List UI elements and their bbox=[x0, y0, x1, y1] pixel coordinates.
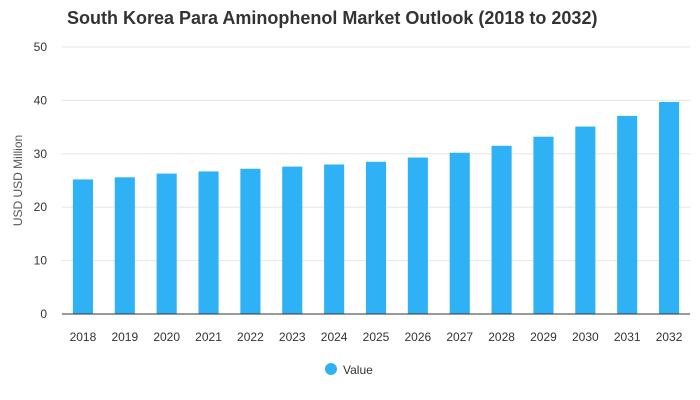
bar-2031[interactable] bbox=[617, 115, 638, 314]
bar-2022[interactable] bbox=[240, 168, 261, 314]
x-tick-label: 2031 bbox=[614, 330, 641, 344]
x-tick-label: 2022 bbox=[237, 330, 264, 344]
x-tick-label: 2026 bbox=[405, 330, 432, 344]
legend-marker bbox=[325, 363, 337, 375]
x-tick-label: 2030 bbox=[572, 330, 599, 344]
x-tick-label: 2029 bbox=[530, 330, 557, 344]
y-tick-label: 30 bbox=[34, 147, 48, 161]
bar-2032[interactable] bbox=[659, 102, 680, 314]
x-tick-label: 2024 bbox=[321, 330, 348, 344]
y-tick-label: 40 bbox=[34, 93, 48, 107]
legend-label-value: Value bbox=[343, 363, 373, 377]
y-tick-label: 50 bbox=[34, 40, 48, 54]
bar-2023[interactable] bbox=[282, 166, 303, 314]
y-axis-title: USD USD Million bbox=[11, 135, 25, 226]
bars bbox=[72, 102, 680, 314]
chart-title: South Korea Para Aminophenol Market Outl… bbox=[67, 8, 598, 28]
bar-2018[interactable] bbox=[72, 179, 93, 314]
x-tick-label: 2027 bbox=[446, 330, 473, 344]
bar-2021[interactable] bbox=[198, 171, 219, 314]
x-tick-label: 2028 bbox=[488, 330, 515, 344]
bar-2020[interactable] bbox=[156, 173, 177, 314]
x-tick-label: 2023 bbox=[279, 330, 306, 344]
y-tick-label: 10 bbox=[34, 254, 48, 268]
bar-2028[interactable] bbox=[491, 145, 512, 314]
bar-2025[interactable] bbox=[365, 161, 387, 314]
bar-2026[interactable] bbox=[407, 157, 428, 314]
x-tick-label: 2021 bbox=[195, 330, 222, 344]
y-tick-label: 20 bbox=[34, 200, 48, 214]
bar-2019[interactable] bbox=[114, 177, 135, 314]
x-tick-label: 2019 bbox=[111, 330, 138, 344]
x-tick-label: 2025 bbox=[363, 330, 390, 344]
bar-2024[interactable] bbox=[324, 164, 345, 314]
x-tick-label: 2020 bbox=[153, 330, 180, 344]
x-axis-ticks: 2018 2019 2020 2021 2022 2023 2024 2025 2026 2027… bbox=[70, 330, 683, 344]
x-tick-label: 2032 bbox=[656, 330, 683, 344]
x-tick-label: 2018 bbox=[70, 330, 97, 344]
legend[interactable]: Value bbox=[325, 363, 373, 377]
y-axis-ticks: 0 10 20 30 40 50 bbox=[34, 40, 48, 321]
bar-2027[interactable] bbox=[449, 152, 470, 314]
y-tick-label: 0 bbox=[40, 307, 47, 321]
bar-2029[interactable] bbox=[533, 136, 554, 314]
bar-2030[interactable] bbox=[575, 126, 596, 314]
